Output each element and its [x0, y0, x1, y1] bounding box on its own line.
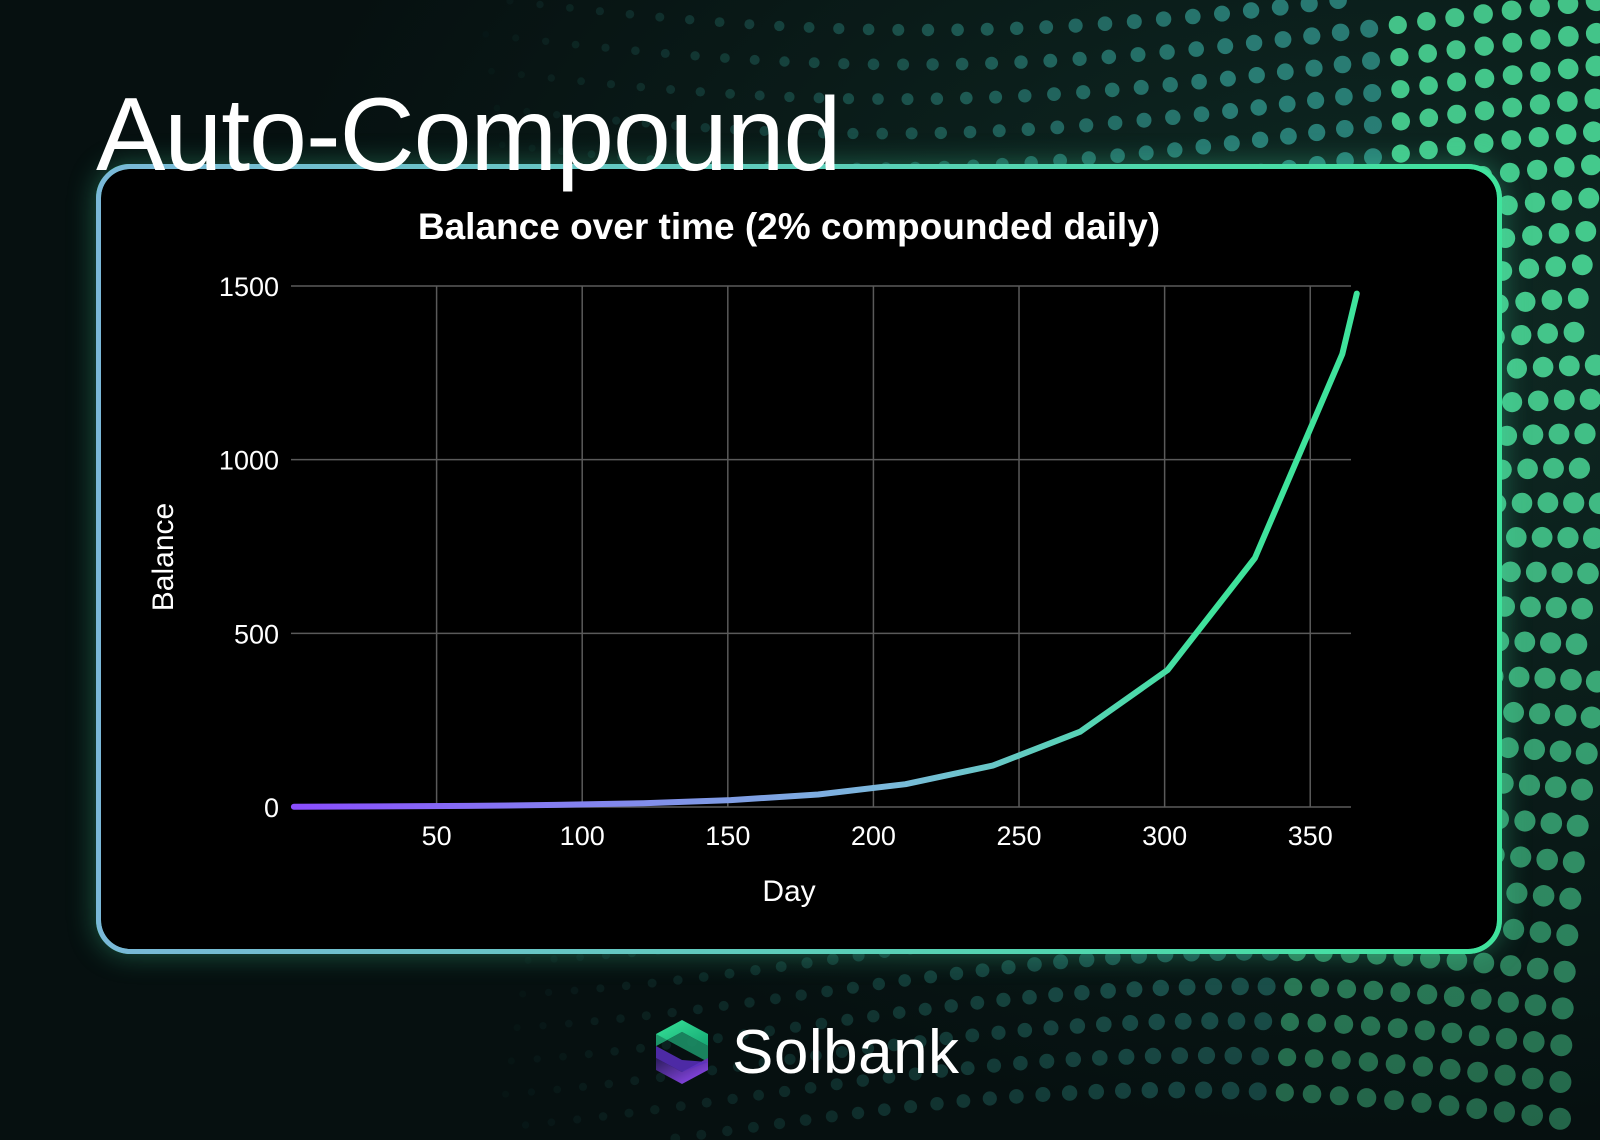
x-tick-label: 100 [560, 821, 605, 851]
y-axis-ticks: 0 500 1000 1500 [219, 272, 279, 823]
x-tick-label: 50 [422, 821, 452, 851]
brand-footer: Solbank [652, 1012, 960, 1092]
chart-title: Balance over time (2% compounded daily) [418, 206, 1160, 247]
balance-series-line [290, 290, 1360, 810]
x-axis-ticks: 50 100 150 200 250 300 350 [422, 821, 1333, 851]
page-title: Auto-Compound [96, 77, 841, 193]
x-tick-label: 150 [705, 821, 750, 851]
brand-name: Solbank [732, 1017, 960, 1087]
x-tick-label: 300 [1142, 821, 1187, 851]
x-axis-label: Day [762, 875, 815, 908]
y-tick-label: 1000 [219, 446, 279, 476]
y-tick-label: 500 [234, 619, 279, 649]
balance-line-chart: Balance over time (2% compounded daily) … [147, 206, 1360, 908]
y-tick-label: 1500 [219, 272, 279, 302]
x-tick-label: 350 [1288, 821, 1333, 851]
solbank-s-logo-icon [656, 1020, 708, 1084]
y-axis-label: Balance [147, 503, 180, 611]
x-tick-label: 250 [996, 821, 1041, 851]
chart-card: Balance over time (2% compounded daily) … [96, 164, 1502, 954]
x-tick-label: 200 [851, 821, 896, 851]
y-tick-label: 0 [264, 793, 279, 823]
chart-grid [291, 285, 1351, 808]
